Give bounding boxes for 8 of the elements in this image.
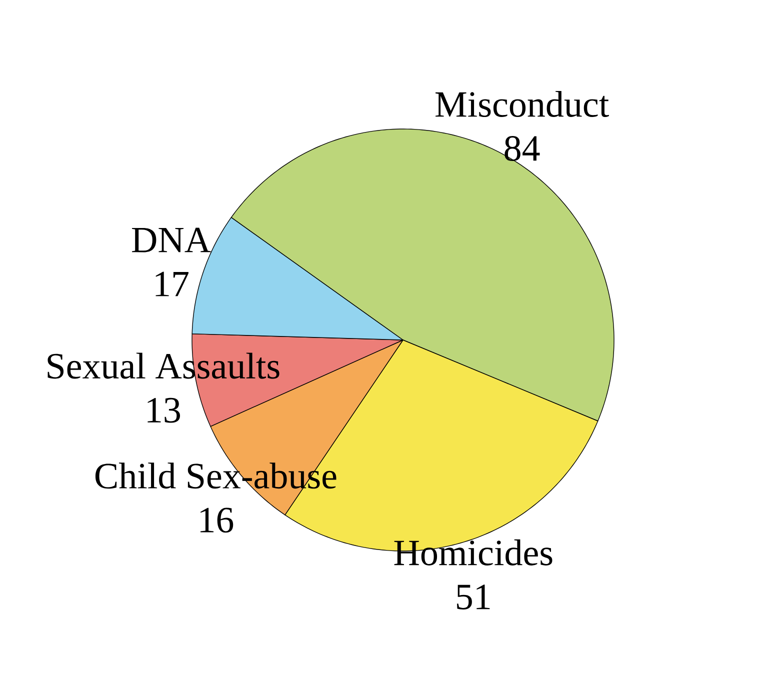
slice-label: DNA xyxy=(132,228,211,252)
slice-label: Misconduct xyxy=(436,90,609,118)
data-label: 17 xyxy=(156,272,188,296)
data-label: 84 xyxy=(504,136,540,162)
data-label: 51 xyxy=(457,584,490,610)
data-label: 16 xyxy=(200,508,234,533)
data-label: 13 xyxy=(148,398,180,423)
slice-label: Homicides xyxy=(394,539,552,566)
